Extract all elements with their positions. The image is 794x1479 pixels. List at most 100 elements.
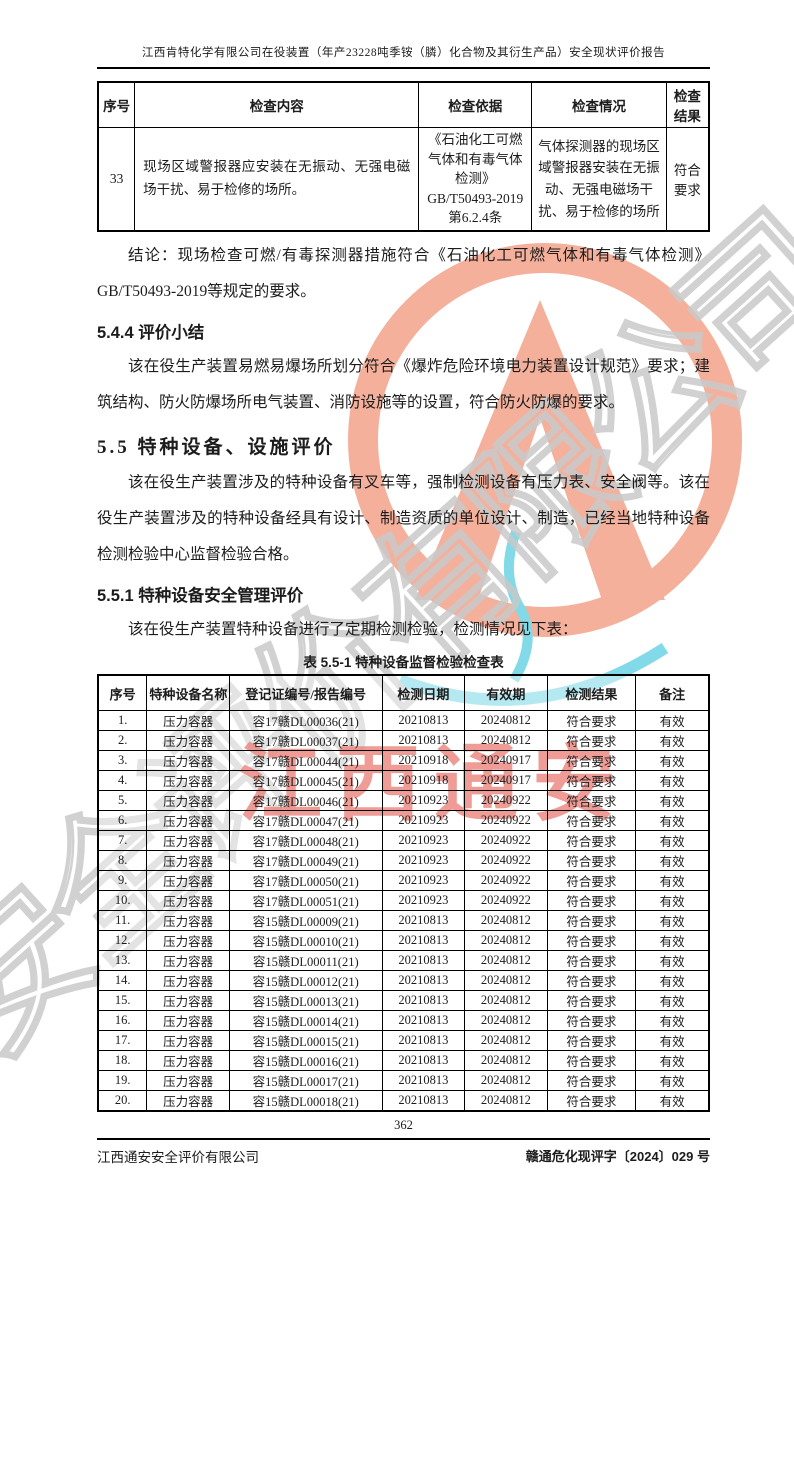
section-5-4-4-paragraph: 该在役生产装置易燃易爆场所划分符合《爆炸危险环境电力装置设计规范》要求；建筑结构… [97, 357, 710, 411]
table-cell: 符合要求 [546, 930, 637, 952]
table-cell: 符合要求 [546, 810, 637, 832]
equipment-table-header-row: 序号 特种设备名称 登记证编号/报告编号 检测日期 有效期 检测结果 备注 [97, 674, 710, 712]
table-cell: 压力容器 [146, 990, 230, 1012]
table-cell: 16. [97, 1010, 148, 1032]
table-cell: 容17赣DL00047(21) [228, 810, 383, 832]
table-row: 17. 压力容器 容15赣DL00015(21) 20210813 20240812 符合… [97, 1030, 710, 1052]
table-cell: 20240922 [464, 830, 548, 852]
check-table-header-row: 序号 检查内容 检查依据 检查情况 检查结果 [97, 81, 710, 128]
table-cell: 压力容器 [146, 710, 230, 732]
conclusion-paragraph: 结论：现场检查可燃/有毒探测器措施符合《石油化工可燃气体和有毒气体检测》GB/T… [97, 246, 710, 300]
table-cell: 符合要求 [546, 1050, 637, 1072]
table-cell: 容15赣DL00014(21) [228, 1010, 383, 1032]
table-cell: 容15赣DL00018(21) [228, 1090, 383, 1112]
table-cell: 5. [97, 790, 148, 812]
table-cell: 20210813 [381, 1070, 466, 1092]
table-cell: 有效 [635, 890, 710, 912]
table-cell: 容15赣DL00017(21) [228, 1070, 383, 1092]
table-cell: 容15赣DL00010(21) [228, 930, 383, 952]
column-header: 检测结果 [546, 674, 637, 712]
table-cell: 20. [97, 1090, 148, 1112]
table-row: 33 现场区域警报器应安装在无振动、无强电磁场干扰、易于检修的场所。 《石油化工… [97, 126, 710, 232]
section-5-5-paragraph: 该在役生产装置涉及的特种设备有叉车等，强制检测设备有压力表、安全阀等。该在役生产… [97, 473, 710, 563]
table-row: 12. 压力容器 容15赣DL00010(21) 20210813 20240812 符合… [97, 930, 710, 952]
table-row: 16. 压力容器 容15赣DL00014(21) 20210813 20240812 符合… [97, 1010, 710, 1032]
table-cell: 4. [97, 770, 148, 792]
table-row: 15. 压力容器 容15赣DL00013(21) 20210813 20240812 符合… [97, 990, 710, 1012]
table-cell: 容15赣DL00016(21) [228, 1050, 383, 1072]
table-cell: 压力容器 [146, 970, 230, 992]
page-header: 江西肯特化学有限公司在役装置（年产23228吨季铵（膦）化合物及其衍生产品）安全… [97, 44, 710, 69]
table-row: 8. 压力容器 容17赣DL00049(21) 20210923 20240922 符合要… [97, 850, 710, 872]
table-row: 5. 压力容器 容17赣DL00046(21) 20210923 20240922 符合要… [97, 790, 710, 812]
equipment-inspection-table: 序号 特种设备名称 登记证编号/报告编号 检测日期 有效期 检测结果 备注 1.… [97, 673, 710, 1113]
table-cell: 20210923 [381, 850, 466, 872]
table-cell: 有效 [635, 730, 710, 752]
table-row: 11. 压力容器 容15赣DL00009(21) 20210813 20240812 符合… [97, 910, 710, 932]
table-cell: 符合要求 [546, 850, 637, 872]
table-cell: 20210813 [381, 990, 466, 1012]
section-heading-5-4-4: 5.4.4 评价小结 [97, 323, 205, 342]
table-cell: 7. [97, 830, 148, 852]
table-cell: 压力容器 [146, 830, 230, 852]
table-cell: 17. [97, 1030, 148, 1052]
table-cell: 压力容器 [146, 850, 230, 872]
table-cell: 容17赣DL00037(21) [228, 730, 383, 752]
cell-content: 现场区域警报器应安装在无振动、无强电磁场干扰、易于检修的场所。 [134, 126, 420, 232]
table-cell: 有效 [635, 950, 710, 972]
table-cell: 容15赣DL00009(21) [228, 910, 383, 932]
table-cell: 有效 [635, 970, 710, 992]
table-cell: 20210923 [381, 870, 466, 892]
table-cell: 有效 [635, 770, 710, 792]
table-row: 1. 压力容器 容17赣DL00036(21) 20210813 20240812 符合要… [97, 710, 710, 732]
table-cell: 13. [97, 950, 148, 972]
table-cell: 15. [97, 990, 148, 1012]
table-cell: 符合要求 [546, 730, 637, 752]
table-cell: 20210813 [381, 1050, 466, 1072]
table-cell: 容15赣DL00012(21) [228, 970, 383, 992]
cell-basis: 《石油化工可燃气体和有毒气体检测》 GB/T50493-2019 第6.2.4条 [418, 126, 533, 232]
table-cell: 压力容器 [146, 730, 230, 752]
table-cell: 有效 [635, 870, 710, 892]
table-cell: 容17赣DL00049(21) [228, 850, 383, 872]
table-cell: 压力容器 [146, 910, 230, 932]
table-cell: 3. [97, 750, 148, 772]
table-cell: 符合要求 [546, 830, 637, 852]
column-header: 检测日期 [381, 674, 466, 712]
table-cell: 1. [97, 710, 148, 732]
table-cell: 符合要求 [546, 770, 637, 792]
table-cell: 20240812 [464, 1010, 548, 1032]
table-cell: 20240812 [464, 910, 548, 932]
table-cell: 容17赣DL00050(21) [228, 870, 383, 892]
section-5-5-1-paragraph: 该在役生产装置特种设备进行了定期检测检验，检测情况见下表： [128, 620, 578, 638]
table-cell: 6. [97, 810, 148, 832]
table-row: 4. 压力容器 容17赣DL00045(21) 20210918 20240917 符合要… [97, 770, 710, 792]
table-cell: 有效 [635, 1030, 710, 1052]
column-header: 特种设备名称 [146, 674, 230, 712]
table-row: 9. 压力容器 容17赣DL00050(21) 20210923 20240922 符合要… [97, 870, 710, 892]
cell-situation: 气体探测器的现场区域警报器安装在无振动、无强电磁场干扰、易于检修的场所 [531, 126, 667, 232]
table-cell: 有效 [635, 790, 710, 812]
table-cell: 20240812 [464, 990, 548, 1012]
table-cell: 有效 [635, 990, 710, 1012]
table-cell: 20240922 [464, 850, 548, 872]
table-cell: 18. [97, 1050, 148, 1072]
table-row: 13. 压力容器 容15赣DL00011(21) 20210813 20240812 符合… [97, 950, 710, 972]
table-cell: 20210813 [381, 1030, 466, 1052]
table-cell: 20210918 [381, 770, 466, 792]
table-cell: 20210923 [381, 810, 466, 832]
table-cell: 符合要求 [546, 1090, 637, 1112]
column-header: 备注 [635, 674, 710, 712]
table-cell: 符合要求 [546, 950, 637, 972]
table-cell: 8. [97, 850, 148, 872]
table-cell: 符合要求 [546, 990, 637, 1012]
table-cell: 容17赣DL00045(21) [228, 770, 383, 792]
table-cell: 有效 [635, 750, 710, 772]
table-cell: 压力容器 [146, 790, 230, 812]
table-row: 6. 压力容器 容17赣DL00047(21) 20210923 20240922 符合要… [97, 810, 710, 832]
table-cell: 压力容器 [146, 810, 230, 832]
column-header: 检查结果 [665, 81, 710, 128]
table-cell: 压力容器 [146, 930, 230, 952]
table-cell: 有效 [635, 850, 710, 872]
table-row: 18. 压力容器 容15赣DL00016(21) 20210813 20240812 符合… [97, 1050, 710, 1072]
